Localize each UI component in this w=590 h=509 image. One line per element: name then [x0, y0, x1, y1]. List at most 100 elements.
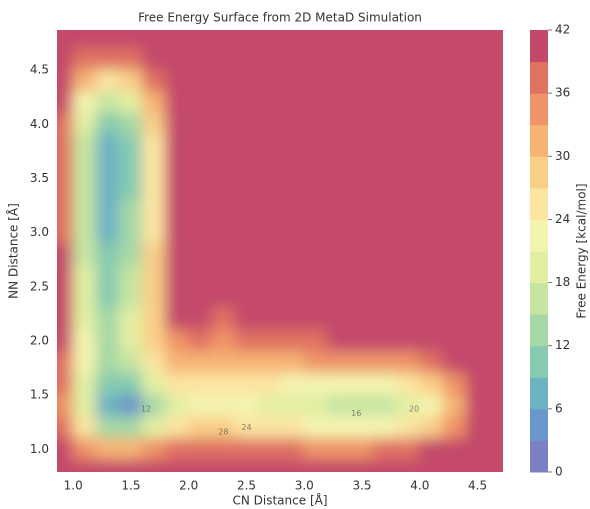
colorbar-band — [530, 30, 548, 62]
surface-cell — [281, 416, 305, 439]
surface-cell — [419, 395, 443, 418]
surface-cell — [489, 460, 513, 483]
surface-cell — [119, 26, 143, 49]
surface-cell — [142, 308, 166, 331]
surface-cell — [373, 373, 397, 396]
surface-cell — [396, 438, 420, 461]
surface-cell — [96, 178, 120, 201]
contour-label: 12 — [141, 405, 151, 414]
surface-cell — [211, 70, 235, 93]
surface-cell — [211, 265, 235, 288]
surface-cell — [350, 91, 374, 114]
surface-cell — [258, 265, 282, 288]
surface-cell — [373, 48, 397, 71]
surface-cell — [466, 373, 490, 396]
surface-cell — [234, 351, 258, 374]
surface-cell — [188, 243, 212, 266]
surface-cell — [327, 243, 351, 266]
surface-cell — [258, 438, 282, 461]
surface-cell — [442, 265, 466, 288]
surface-cell — [119, 135, 143, 158]
surface-cell — [165, 91, 189, 114]
surface-cell — [119, 178, 143, 201]
surface-cell — [188, 351, 212, 374]
surface-cell — [50, 70, 74, 93]
surface-cell — [258, 221, 282, 244]
surface-cell — [489, 265, 513, 288]
surface-cell — [258, 113, 282, 136]
surface-cell — [489, 113, 513, 136]
surface-cell — [466, 243, 490, 266]
y-tick-label: 2.5 — [30, 279, 49, 293]
surface-cell — [142, 351, 166, 374]
surface-cell — [327, 351, 351, 374]
surface-cell — [442, 286, 466, 309]
surface-cell — [50, 351, 74, 374]
colorbar-band — [530, 440, 548, 472]
surface-cell — [50, 243, 74, 266]
x-tick-label: 2.0 — [179, 479, 198, 493]
surface-cell — [304, 330, 328, 353]
surface-cell — [165, 308, 189, 331]
surface-cell — [258, 308, 282, 331]
surface-cell — [234, 26, 258, 49]
surface-cell — [419, 243, 443, 266]
surface-cell — [142, 265, 166, 288]
surface-cell — [73, 308, 97, 331]
surface-cell — [350, 330, 374, 353]
surface-cell — [419, 373, 443, 396]
surface-cell — [489, 70, 513, 93]
surface-cell — [258, 416, 282, 439]
surface-cell — [396, 26, 420, 49]
surface-cell — [73, 243, 97, 266]
surface-cell — [142, 286, 166, 309]
surface-cell — [419, 286, 443, 309]
x-tick-label: 3.5 — [352, 479, 371, 493]
surface-cell — [73, 373, 97, 396]
surface-cell — [327, 48, 351, 71]
surface-cell — [73, 70, 97, 93]
surface-cell — [396, 135, 420, 158]
colorbar-tick-label: 6 — [555, 401, 563, 415]
surface-cell — [350, 156, 374, 179]
surface-cell — [281, 178, 305, 201]
surface-cell — [211, 221, 235, 244]
colorbar-band — [530, 346, 548, 378]
surface-cell — [442, 48, 466, 71]
surface-cell — [466, 178, 490, 201]
surface-cell — [304, 265, 328, 288]
surface-cell — [304, 286, 328, 309]
surface-cell — [466, 48, 490, 71]
colorbar-band — [530, 314, 548, 346]
y-axis-label: NN Distance [Å] — [6, 203, 21, 299]
surface-cell — [96, 156, 120, 179]
surface-cell — [96, 200, 120, 223]
surface-cell — [165, 200, 189, 223]
surface-cell — [373, 178, 397, 201]
surface-cell — [419, 221, 443, 244]
surface-cell — [50, 308, 74, 331]
surface-cell — [188, 48, 212, 71]
surface-cell — [73, 91, 97, 114]
surface-cell — [304, 70, 328, 93]
surface-cell — [281, 135, 305, 158]
surface-cell — [188, 221, 212, 244]
surface-cell — [419, 351, 443, 374]
surface-cell — [350, 221, 374, 244]
surface-cell — [304, 91, 328, 114]
surface-cell — [327, 308, 351, 331]
surface-cell — [234, 156, 258, 179]
surface-cell — [165, 243, 189, 266]
surface-cell — [142, 178, 166, 201]
surface-cell — [142, 460, 166, 483]
surface-cell — [327, 438, 351, 461]
surface-cell — [96, 373, 120, 396]
colorbar-band — [530, 188, 548, 220]
surface-cell — [165, 265, 189, 288]
surface-cell — [350, 351, 374, 374]
surface-cell — [281, 156, 305, 179]
surface-cell — [327, 135, 351, 158]
surface-cell — [258, 200, 282, 223]
surface-cell — [396, 48, 420, 71]
surface-cell — [373, 351, 397, 374]
